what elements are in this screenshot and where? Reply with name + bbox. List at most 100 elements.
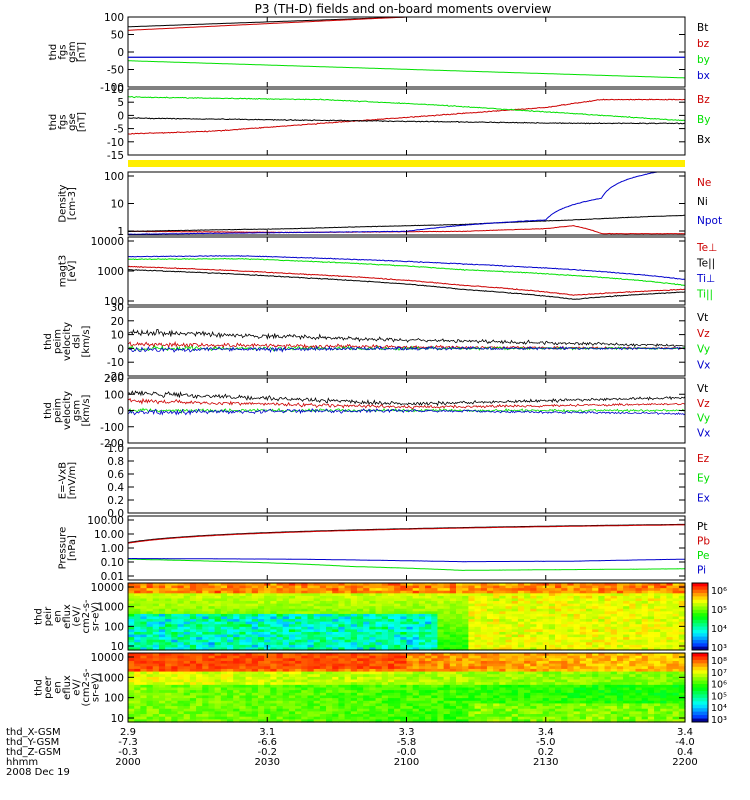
- heatmap-cell: [158, 601, 166, 605]
- heatmap-cell: [635, 613, 643, 618]
- heatmap-cell: [443, 687, 451, 691]
- heatmap-cell: [134, 714, 141, 718]
- heatmap-cell: [499, 611, 507, 615]
- heatmap-cell: [245, 621, 253, 625]
- heatmap-cell: [208, 719, 216, 723]
- heatmap-cell: [666, 626, 674, 630]
- y-axis-label: (cm2-s-: [81, 668, 92, 706]
- heatmap-cell: [134, 593, 141, 597]
- colorbar-tick-label: 10⁸: [711, 656, 727, 667]
- heatmap-cell: [387, 588, 395, 592]
- heatmap-cell: [202, 663, 210, 667]
- heatmap-cell: [208, 711, 216, 715]
- heatmap-cell: [332, 626, 340, 630]
- heatmap-cell: [375, 711, 383, 715]
- heatmap-cell: [208, 695, 216, 699]
- heatmap-cell: [183, 666, 191, 670]
- heatmap-cell: [214, 676, 222, 681]
- heatmap-cell: [548, 595, 556, 600]
- heatmap-cell: [505, 583, 513, 587]
- heatmap-cell: [400, 598, 408, 602]
- heatmap-cell: [666, 668, 674, 673]
- heatmap-cell: [425, 666, 432, 670]
- heatmap-cell: [400, 595, 408, 600]
- heatmap-cell: [548, 690, 556, 694]
- heatmap-cell: [233, 655, 240, 659]
- heatmap-cell: [579, 690, 587, 694]
- heatmap-cell: [387, 690, 395, 694]
- heatmap-cell: [604, 660, 612, 665]
- heatmap-cell: [468, 703, 476, 707]
- y-tick-label: 1000: [97, 672, 124, 684]
- heatmap-cell: [555, 616, 562, 620]
- heatmap-cell: [239, 644, 247, 649]
- heatmap-cell: [480, 692, 488, 697]
- heatmap-cell: [257, 653, 265, 657]
- heatmap-cell: [326, 634, 333, 638]
- heatmap-cell: [257, 658, 265, 662]
- heatmap-cell: [480, 706, 488, 710]
- heatmap-cell: [654, 684, 661, 689]
- heatmap-cell: [152, 663, 160, 667]
- heatmap-cell: [616, 624, 624, 628]
- heatmap-cell: [474, 642, 482, 646]
- heatmap-cell: [381, 634, 389, 638]
- heatmap-cell: [381, 603, 389, 607]
- heatmap-cell: [165, 631, 172, 636]
- colorbar-segment: [692, 616, 708, 621]
- heatmap-cell: [332, 684, 340, 689]
- heatmap-cell: [468, 626, 476, 630]
- heatmap-cell: [629, 666, 637, 670]
- heatmap-cell: [313, 658, 321, 662]
- heatmap-cell: [437, 663, 445, 667]
- heatmap-cell: [183, 601, 191, 605]
- heatmap-cell: [598, 703, 606, 707]
- heatmap-cell: [666, 698, 674, 702]
- heatmap-cell: [505, 671, 513, 675]
- heatmap-cell: [313, 703, 321, 707]
- heatmap-cell: [264, 590, 271, 594]
- heatmap-cell: [128, 660, 135, 665]
- heatmap-cell: [567, 716, 575, 720]
- heatmap-cell: [332, 658, 340, 662]
- heatmap-cell: [443, 642, 451, 646]
- heatmap-cell: [251, 655, 259, 659]
- heatmap-cell: [177, 666, 185, 670]
- heatmap-cell: [350, 660, 358, 665]
- heatmap-cell: [604, 585, 612, 589]
- heatmap-cell: [400, 687, 408, 691]
- heatmap-cell: [666, 666, 674, 670]
- heatmap-cell: [666, 621, 674, 625]
- heatmap-cell: [486, 716, 494, 720]
- heatmap-cell: [456, 716, 463, 720]
- heatmap-cell: [585, 674, 593, 678]
- heatmap-cell: [152, 621, 160, 625]
- heatmap-cell: [678, 634, 686, 638]
- heatmap-cell: [592, 639, 599, 643]
- heatmap-cell: [437, 608, 445, 612]
- heatmap-cell: [189, 634, 197, 638]
- heatmap-cell: [239, 684, 247, 689]
- heatmap-cell: [647, 719, 655, 723]
- heatmap-cell: [604, 695, 612, 699]
- heatmap-cell: [301, 616, 309, 620]
- heatmap-cell: [350, 637, 358, 641]
- heatmap-cell: [610, 700, 618, 705]
- heatmap-cell: [647, 671, 655, 675]
- heatmap-cell: [666, 706, 674, 710]
- heatmap-cell: [227, 698, 234, 702]
- heatmap-cell: [511, 639, 519, 643]
- heatmap-cell: [270, 719, 278, 723]
- heatmap-cell: [394, 603, 401, 607]
- heatmap-cell: [493, 674, 500, 678]
- heatmap-cell: [548, 658, 556, 662]
- heatmap-cell: [146, 585, 154, 589]
- heatmap-cell: [276, 663, 284, 667]
- heatmap-cell: [208, 593, 216, 597]
- heatmap-cell: [641, 624, 649, 628]
- heatmap-cell: [313, 692, 321, 697]
- heatmap-cell: [511, 593, 519, 597]
- heatmap-cell: [350, 585, 358, 589]
- heatmap-cell: [561, 626, 569, 630]
- heatmap-cell: [344, 719, 352, 723]
